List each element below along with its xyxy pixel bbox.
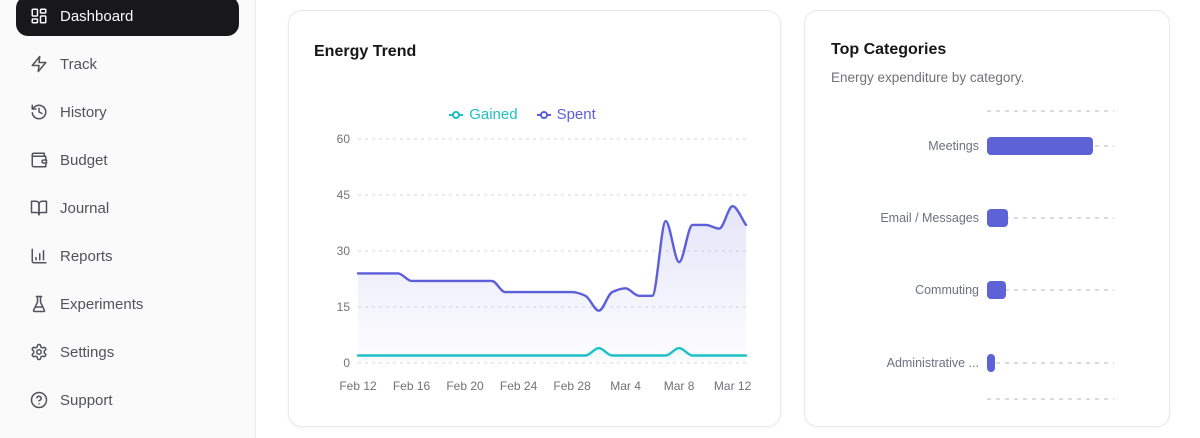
category-label: Administrative ... <box>886 356 979 370</box>
energy-trend-card: Energy Trend Gained Spent 0 15 30 45 60 Feb 1… <box>288 10 781 427</box>
bar-chart-icon <box>30 247 48 265</box>
svg-text:45: 45 <box>337 188 351 202</box>
sidebar-nav: Dashboard Track History Budget <box>0 0 255 420</box>
help-circle-icon <box>30 391 48 409</box>
flask-icon <box>30 295 48 313</box>
svg-text:0: 0 <box>343 356 350 370</box>
sidebar-item-label: Experiments <box>60 295 144 313</box>
main-content: Energy Trend Gained Spent 0 15 30 45 60 Feb 1… <box>256 0 1200 438</box>
svg-text:Mar 8: Mar 8 <box>664 379 695 393</box>
category-row-commuting: Commuting <box>805 281 1169 299</box>
layout-dashboard-icon <box>30 7 48 25</box>
chart-legend: Gained Spent <box>289 106 755 123</box>
grid-line <box>987 217 1114 219</box>
category-bar-email[interactable] <box>987 209 1008 227</box>
legend-item-spent[interactable]: Spent <box>536 106 596 123</box>
svg-text:60: 60 <box>337 132 351 146</box>
svg-text:Feb 16: Feb 16 <box>393 379 431 393</box>
line-marker-icon <box>536 110 551 119</box>
category-label: Email / Messages <box>880 211 979 225</box>
sidebar-item-label: Journal <box>60 199 110 217</box>
sidebar-item-settings[interactable]: Settings <box>16 332 239 372</box>
sidebar-item-history[interactable]: History <box>16 92 239 132</box>
sidebar-item-track[interactable]: Track <box>16 44 239 84</box>
legend-item-gained[interactable]: Gained <box>448 106 518 123</box>
legend-label-gained: Gained <box>469 106 518 123</box>
category-bar[interactable] <box>987 354 995 372</box>
sidebar-item-label: Support <box>60 391 113 409</box>
grid-line-top <box>987 110 1114 112</box>
sidebar-item-label: Budget <box>60 151 108 169</box>
energy-trend-line-chart[interactable]: 0 15 30 45 60 Feb 12 Feb 16 Feb 20 Feb 24 Feb 28 M… <box>289 116 782 406</box>
grid-line <box>987 289 1114 291</box>
sidebar-item-reports[interactable]: Reports <box>16 236 239 276</box>
category-row-email: Email / Messages <box>805 209 1169 227</box>
svg-text:Feb 20: Feb 20 <box>446 379 484 393</box>
svg-text:30: 30 <box>337 244 351 258</box>
sidebar-item-label: Track <box>60 55 97 73</box>
wallet-icon <box>30 151 48 169</box>
sidebar-item-label: History <box>60 103 107 121</box>
line-marker-icon <box>449 110 464 119</box>
sidebar-item-experiments[interactable]: Experiments <box>16 284 239 324</box>
top-categories-subtitle: Energy expenditure by category. <box>831 70 1025 85</box>
book-open-icon <box>30 199 48 217</box>
svg-text:Feb 28: Feb 28 <box>553 379 591 393</box>
sidebar-item-budget[interactable]: Budget <box>16 140 239 180</box>
sidebar-item-support[interactable]: Support <box>16 380 239 420</box>
top-categories-card: Top Categories Energy expenditure by cat… <box>804 10 1170 427</box>
sidebar-item-label: Reports <box>60 247 113 265</box>
sidebar: Dashboard Track History Budget <box>0 0 256 438</box>
legend-label-spent: Spent <box>556 106 596 123</box>
svg-text:Feb 12: Feb 12 <box>339 379 377 393</box>
svg-text:15: 15 <box>337 300 351 314</box>
zap-icon <box>30 55 48 73</box>
category-label: Commuting <box>915 283 979 297</box>
history-icon <box>30 103 48 121</box>
svg-text:Mar 4: Mar 4 <box>610 379 641 393</box>
sidebar-item-label: Dashboard <box>60 7 134 25</box>
svg-text:Feb 24: Feb 24 <box>500 379 538 393</box>
category-bar-administrative[interactable] <box>987 281 1007 299</box>
sidebar-item-journal[interactable]: Journal <box>16 188 239 228</box>
energy-trend-title: Energy Trend <box>314 43 417 60</box>
sidebar-item-label: Settings <box>60 343 115 361</box>
category-bar-meetings[interactable] <box>987 137 1094 155</box>
category-label: Meetings <box>928 139 979 153</box>
grid-line <box>987 362 1114 364</box>
gear-icon <box>30 343 48 361</box>
top-categories-title: Top Categories <box>831 41 947 58</box>
grid-line-bottom <box>987 398 1114 400</box>
category-row-meetings: Meetings <box>805 137 1169 155</box>
category-row-administrative: Administrative ... <box>805 354 1169 372</box>
sidebar-item-dashboard[interactable]: Dashboard <box>16 0 239 36</box>
svg-text:Mar 12: Mar 12 <box>714 379 752 393</box>
